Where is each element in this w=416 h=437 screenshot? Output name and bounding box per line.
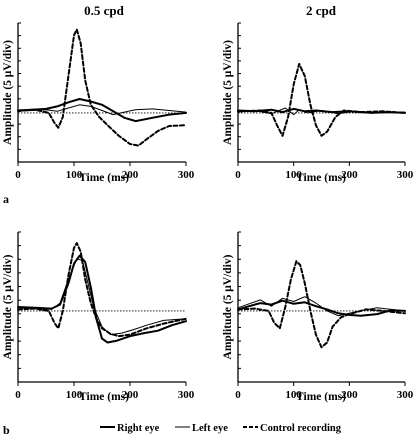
series-line-control-recording [237, 260, 406, 349]
panel-letter-b: b [3, 423, 10, 437]
x-tick-label: 200 [341, 389, 358, 401]
chart-panel-3: 0 100 200 300 Time (ms) Amplitude (5 μV/div) [222, 231, 414, 403]
y-axis-label: Amplitude (5 μV/div) [222, 254, 234, 359]
x-tick-label: 200 [122, 389, 139, 401]
x-tick-label: 300 [397, 389, 414, 401]
x-tick-label: 100 [285, 169, 302, 181]
y-axis-label: Amplitude (5 μV/div) [2, 254, 14, 359]
x-tick-label: 0 [15, 169, 21, 181]
x-tick-label: 100 [66, 389, 83, 401]
series-line-left-eye [237, 296, 406, 317]
series-line-control-recording [237, 62, 406, 137]
x-tick-label: 100 [66, 169, 83, 181]
x-tick-label: 200 [341, 169, 358, 181]
legend-label-left-eye: Left eye [192, 423, 228, 434]
legend-item-left-eye: Left eye [175, 423, 228, 434]
chart-panel-2: 0 100 200 300 Time (ms) Amplitude (5 μV/div) [2, 231, 195, 403]
series-line-left-eye [17, 258, 187, 336]
x-tick-label: 300 [178, 169, 195, 181]
series-line-right-eye [17, 254, 187, 344]
panel-letter-a: a [3, 192, 9, 206]
legend: Right eye Left eye Control recording [100, 423, 342, 434]
series-line-right-eye [237, 299, 406, 317]
x-tick-label: 300 [178, 389, 195, 401]
legend-label-right-eye: Right eye [117, 423, 160, 434]
series-line-control-recording [17, 242, 187, 338]
x-axis-label: Time (ms) [79, 391, 129, 403]
x-tick-label: 300 [397, 169, 414, 181]
x-tick-label: 0 [235, 169, 241, 181]
chart-panel-1: 0 100 200 300 Time (ms) Amplitude (5 μV/div) [222, 22, 414, 184]
legend-item-control-recording: Control recording [243, 423, 342, 434]
x-tick-label: 100 [285, 389, 302, 401]
y-axis-label: Amplitude (5 μV/div) [222, 40, 234, 145]
legend-item-right-eye: Right eye [100, 423, 160, 434]
x-tick-label: 0 [235, 389, 241, 401]
x-tick-label: 200 [122, 169, 139, 181]
legend-label-control-recording: Control recording [260, 423, 342, 434]
x-axis-label: Time (ms) [296, 172, 346, 184]
panel-title-left: 0.5 cpd [84, 3, 125, 18]
chart-panel-0: 0 100 200 300 Time (ms) Amplitude (5 μV/div) [2, 22, 195, 184]
series-line-left-eye [17, 104, 187, 116]
series-line-control-recording [17, 28, 187, 147]
series-line-right-eye [17, 98, 187, 123]
x-tick-label: 0 [15, 389, 21, 401]
x-axis-label: Time (ms) [79, 172, 129, 184]
x-axis-label: Time (ms) [296, 391, 346, 403]
y-axis-label: Amplitude (5 μV/div) [2, 40, 14, 145]
panel-title-right: 2 cpd [306, 3, 337, 18]
